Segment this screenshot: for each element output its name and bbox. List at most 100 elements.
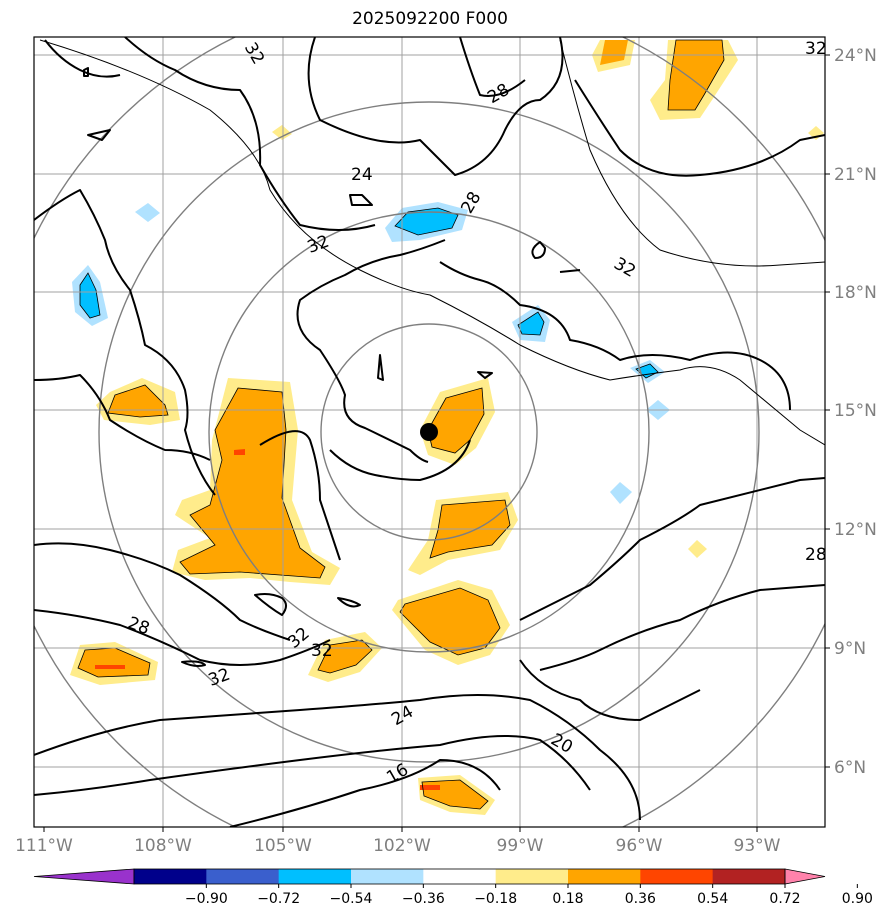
contour-center-east (439, 261, 791, 411)
contour-nw-32 (124, 37, 376, 231)
colorbar-tick-label: 0.54 (697, 891, 728, 907)
outline-se1 (429, 499, 511, 559)
range-ring-3 (98, 101, 760, 763)
shade-blue-2 (80, 273, 100, 318)
contour-west-32 (34, 189, 216, 496)
contour-south-24 (34, 694, 641, 821)
colorbar-tick-label: 0.72 (769, 891, 800, 907)
contour-n-28 (307, 37, 564, 176)
contour-small-7 (254, 593, 287, 616)
contour-west-28 (34, 374, 211, 461)
colorbar-frame (133, 868, 786, 885)
contour-label: 24 (351, 165, 373, 185)
colorbar-tick-label: 0.90 (842, 891, 873, 907)
map-panel: 32 28 24 28 32 32 32 28 28 32 32 32 28 2… (34, 37, 827, 827)
shade-orange-se2 (400, 588, 500, 655)
colorbar-segment (206, 869, 280, 884)
lon-label: 93°W (734, 836, 781, 856)
range-ring-2 (208, 211, 650, 653)
outline-south (421, 779, 489, 810)
lat-label: 12°N (834, 520, 877, 540)
graticule (34, 37, 825, 827)
colorbar-tick-label: −0.18 (474, 891, 517, 907)
contour-west-inner (259, 430, 341, 561)
colorbar-segment (495, 869, 569, 884)
contour-east-mid (539, 584, 825, 671)
lon-label: 99°W (497, 836, 544, 856)
colorbar-segment (351, 869, 424, 884)
colorbar-tick-label: 0.36 (625, 891, 656, 907)
lat-label: 21°N (834, 165, 877, 185)
contour-small-2 (377, 354, 384, 381)
shade-yellow-small1 (272, 125, 292, 140)
shade-orange-ne1 (668, 40, 724, 110)
colorbar-tick-label: 0.18 (552, 891, 583, 907)
colorbar-segment (568, 869, 641, 884)
contour-east-28 (519, 477, 825, 621)
contour-ne (574, 79, 825, 177)
colorbar-segment (712, 869, 786, 884)
lat-label: 9°N (834, 639, 866, 659)
lon-label: 105°W (254, 836, 312, 856)
storm-center-marker (420, 423, 438, 441)
contour-label: 32 (311, 641, 333, 661)
colorbar-tick-label: −0.72 (257, 891, 300, 907)
contour-inner (329, 439, 471, 481)
colorbar-tick-label: −0.90 (185, 891, 228, 907)
contour-n-loop (459, 37, 526, 97)
shade-orange-center (428, 388, 484, 453)
negative-shading (72, 202, 670, 504)
longitude-labels: 111°W 108°W 105°W 102°W 99°W 96°W 93°W (15, 836, 781, 856)
map-frame (33, 36, 826, 828)
colorbar-tick-label: −0.36 (402, 891, 445, 907)
contour-nw-tiny (83, 67, 89, 77)
contours (34, 37, 825, 827)
shade-blue-3 (518, 312, 544, 335)
contour-small-6 (477, 371, 493, 379)
lon-label: 111°W (15, 836, 73, 856)
shade-orange-sw2 (78, 648, 150, 677)
range-ring-1 (320, 323, 538, 541)
colorbar-segment (278, 869, 352, 884)
outline-sw1 (317, 639, 373, 674)
contour-small-1 (531, 241, 546, 259)
shade-orange-ne2 (600, 40, 628, 65)
colorbar-segment (134, 869, 207, 884)
contour-label: 32 (805, 39, 827, 59)
contour-small-3 (349, 194, 373, 206)
outline-blue-1 (394, 207, 459, 236)
latitude-labels: 24°N 21°N 18°N 15°N 12°N 9°N 6°N (834, 46, 877, 778)
shade-red-west (234, 449, 245, 455)
lon-label: 96°W (616, 836, 663, 856)
lat-label: 24°N (834, 46, 877, 66)
outline-blue-2 (79, 272, 101, 319)
shade-lightblue-5 (135, 203, 160, 222)
contour-small-9 (337, 597, 361, 608)
colorbar-ticks: −0.90 −0.72 −0.54 −0.36 −0.18 0.18 0.36 0.54 0.7… (185, 884, 873, 907)
contour-small-4 (87, 129, 111, 141)
contour-label: 28 (805, 545, 827, 565)
contour-south-20 (34, 735, 591, 796)
colorbar-extend-high (784, 868, 826, 885)
contour-sw-28 (34, 609, 331, 666)
contour-small-8 (181, 660, 206, 667)
coastline-path (39, 39, 825, 446)
shade-lightblue-7 (610, 482, 632, 504)
shade-yellow-small2 (688, 540, 707, 558)
contour-sw-32 (34, 542, 291, 641)
colorbar-segment (640, 869, 714, 884)
colorbar-tick-label: −0.54 (330, 891, 373, 907)
contour-nw-small (44, 39, 121, 78)
outline-ne1 (667, 39, 725, 111)
lat-label: 6°N (834, 758, 866, 778)
shade-red-south (420, 785, 440, 790)
axis-ticks (43, 54, 830, 832)
coastline-gulf (559, 39, 825, 267)
lon-label: 102°W (373, 836, 431, 856)
colorbar-segments (33, 868, 826, 885)
map-title: 2025092200 F000 (352, 9, 508, 29)
lat-label: 18°N (834, 283, 877, 303)
lat-label: 15°N (834, 401, 877, 421)
contour-small-5 (559, 269, 581, 273)
